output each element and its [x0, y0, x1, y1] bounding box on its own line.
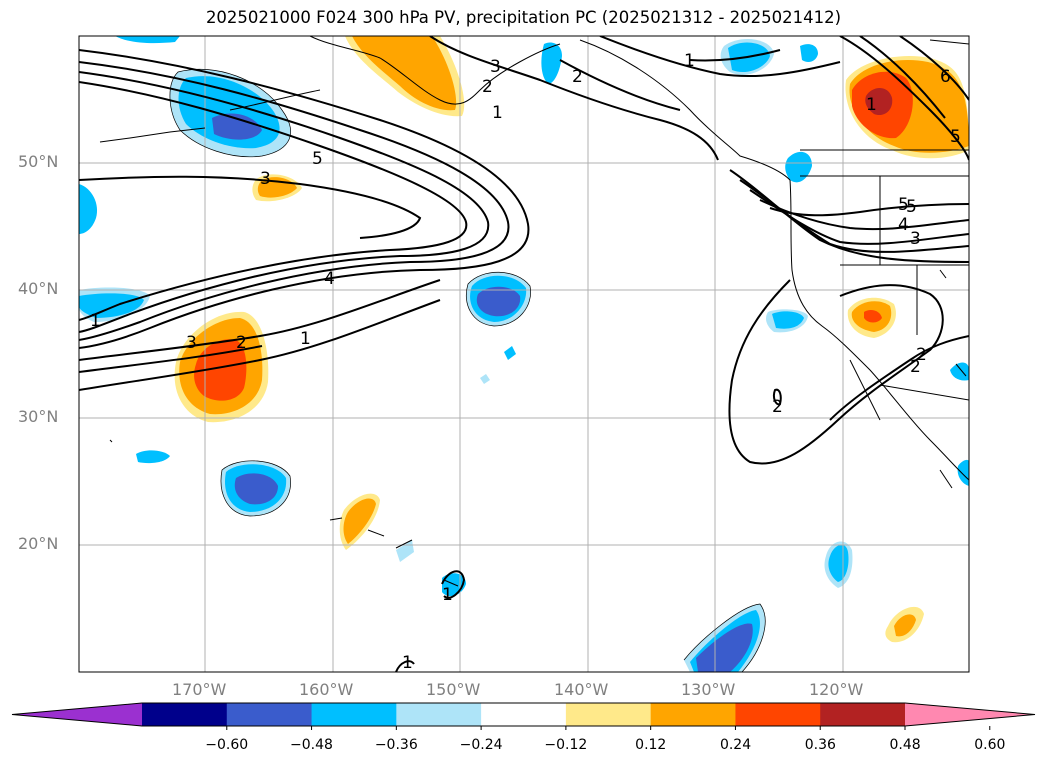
contour-label: 2 — [572, 67, 583, 87]
colorbar-extend-low — [12, 703, 142, 726]
contour-label: 3 — [490, 57, 501, 77]
lat-label-20n: 20°N — [18, 534, 59, 553]
contour-label: 1 — [402, 653, 413, 673]
lon-label-140w: 140°W — [554, 680, 609, 699]
contour-label: 3 — [910, 229, 921, 249]
lon-label-160w: 160°W — [299, 680, 354, 699]
colorbar-segment — [820, 703, 906, 726]
contour-label: 2 — [772, 397, 783, 417]
colorbar-segment — [565, 703, 652, 726]
precip-outlines — [169, 68, 766, 672]
colorbar-tick-label: −0.36 — [374, 737, 418, 753]
contour-label: 1 — [442, 585, 453, 605]
lat-label-30n: 30°N — [18, 407, 59, 426]
contour-label: 4 — [898, 215, 909, 235]
colorbar-segment — [226, 703, 313, 726]
plot-frame — [78, 35, 970, 673]
map-title: 2025021000 F024 300 hPa PV, precipitatio… — [205, 8, 842, 27]
colorbar-outline — [11, 702, 1036, 727]
contour-label: 2 — [910, 357, 921, 377]
colorbar-tick-label: −0.24 — [459, 737, 503, 753]
map-plot-area: 3 2 1 5 4 3 2 1 1 2 1 3 2 1 5 4 6 5 5 2 … — [79, 36, 969, 673]
contour-label: 3 — [186, 333, 197, 353]
colorbar-tick-label: −0.60 — [205, 737, 249, 753]
contour-label: 1 — [300, 329, 311, 349]
contour-label: 2 — [482, 77, 493, 97]
lon-label-150w: 150°W — [426, 680, 481, 699]
lon-label-120w: 120°W — [809, 680, 864, 699]
colorbar-tick-label: −0.48 — [290, 737, 333, 753]
graticule — [79, 36, 969, 672]
colorbar-tick-label: 0.24 — [719, 737, 752, 753]
lon-label-170w: 170°W — [172, 680, 227, 699]
contour-label: 1 — [90, 311, 101, 331]
lat-label-40n: 40°N — [18, 279, 59, 298]
contour-label: 4 — [324, 269, 335, 289]
contour-labels: 3 2 1 5 4 3 2 1 1 2 1 3 2 1 5 4 6 5 5 2 … — [90, 51, 961, 673]
colorbar-segment — [396, 703, 482, 726]
contour-label: 1 — [492, 103, 503, 123]
colorbar-extend-high — [905, 703, 1035, 726]
colorbar-segment — [311, 703, 397, 726]
contour-label: 1 — [684, 51, 695, 71]
contour-label: 6 — [940, 67, 951, 87]
colorbar-tick-label: 0.48 — [889, 737, 921, 753]
contour-label: 2 — [916, 345, 927, 365]
contour-label: 5 — [898, 195, 909, 215]
colorbar-tick-label: −0.12 — [544, 737, 588, 753]
colorbar-segment — [481, 703, 567, 726]
colorbar-tick-label: 0.12 — [635, 737, 667, 753]
colorbar — [11, 702, 1036, 730]
colorbar-segment — [142, 703, 228, 726]
contour-label: 2 — [236, 333, 247, 353]
contour-label: 5 — [950, 127, 961, 147]
lon-label-130w: 130°W — [681, 680, 736, 699]
lat-label-50n: 50°N — [18, 152, 59, 171]
pv-contours — [79, 36, 969, 672]
colorbar-tick-label: 0.60 — [974, 737, 1006, 753]
contour-label: 5 — [312, 149, 323, 169]
contour-label: 1 — [866, 95, 877, 115]
colorbar-segment — [735, 703, 821, 726]
contour-label: 5 — [906, 197, 917, 217]
colorbar-tick-label: 0.36 — [804, 737, 836, 753]
colorbar-segment — [650, 703, 736, 726]
contour-label: 3 — [260, 169, 271, 189]
